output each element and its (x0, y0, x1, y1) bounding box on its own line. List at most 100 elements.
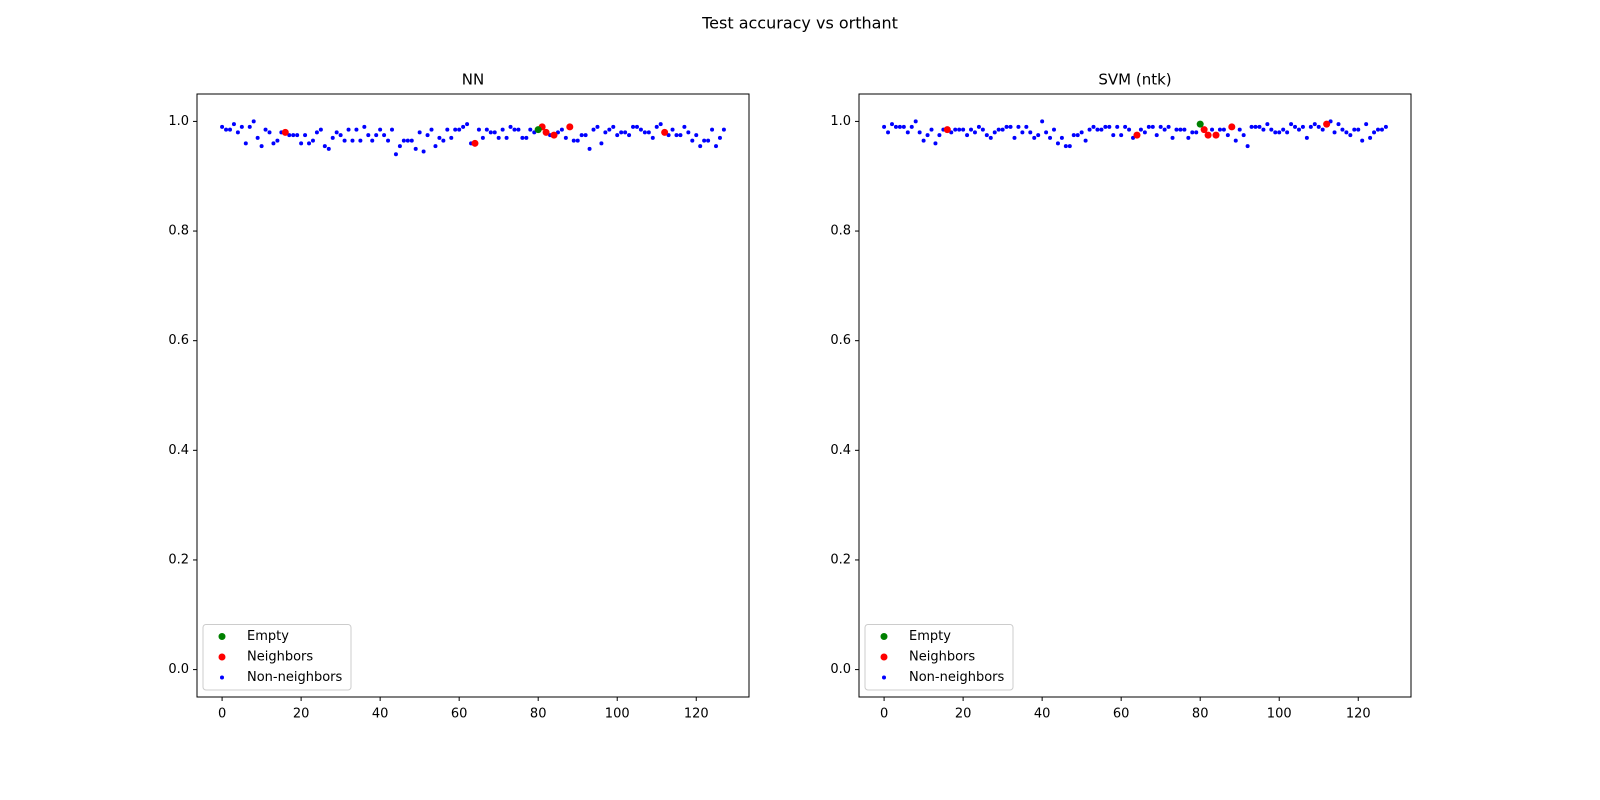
point (1032, 135, 1037, 140)
point (1245, 144, 1250, 149)
point (453, 127, 458, 132)
point (1304, 135, 1309, 140)
point (1095, 127, 1100, 132)
point (1376, 127, 1381, 132)
point (1269, 127, 1274, 132)
point (281, 128, 289, 136)
point (1048, 135, 1053, 140)
y-tick-label: 0.2 (830, 552, 851, 567)
legend-label: Non-neighbors (909, 670, 1004, 685)
point (267, 130, 272, 135)
point (441, 138, 446, 143)
legend-label: Non-neighbors (247, 670, 342, 685)
point (1150, 124, 1155, 129)
point (512, 127, 517, 132)
point (1356, 127, 1361, 132)
point (690, 138, 695, 143)
point (642, 130, 647, 135)
point (413, 146, 418, 151)
point (488, 130, 493, 135)
subplot-title: SVM (ntk) (1098, 71, 1171, 89)
point (1107, 124, 1112, 129)
point (1044, 130, 1049, 135)
y-tick-label: 0.8 (168, 224, 189, 239)
point (1332, 130, 1337, 135)
point (299, 141, 304, 146)
point (1055, 141, 1060, 146)
point (650, 135, 655, 140)
point (1012, 135, 1017, 140)
point (550, 131, 558, 139)
point (374, 133, 379, 138)
point (492, 130, 497, 135)
point (961, 127, 966, 132)
point (1000, 127, 1005, 132)
point (1036, 133, 1041, 138)
point (937, 133, 942, 138)
point (1233, 138, 1238, 143)
point (445, 127, 450, 132)
point (433, 144, 438, 149)
point (542, 128, 550, 136)
legend-label: Neighbors (247, 650, 313, 665)
point (1083, 138, 1088, 143)
point (382, 133, 387, 138)
point (370, 138, 375, 143)
y-tick-label: 0.4 (830, 443, 851, 458)
subplot: NN 0 20 40 60 80 100 120 0.0 0.2 0.4 0.6 0.8 1.0 Empty… (168, 71, 750, 722)
point (1071, 133, 1076, 138)
point (1194, 130, 1199, 135)
point (1261, 127, 1266, 132)
point (1368, 135, 1373, 140)
point (378, 127, 383, 132)
point (330, 135, 335, 140)
x-tick-label: 20 (955, 707, 972, 722)
x-tick-label: 80 (1192, 707, 1209, 722)
point (1257, 124, 1262, 129)
point (607, 127, 612, 132)
point (1075, 133, 1080, 138)
x-tick-label: 100 (605, 707, 630, 722)
point (1103, 124, 1108, 129)
point (1115, 124, 1120, 129)
point (1221, 127, 1226, 132)
legend-marker (218, 633, 226, 640)
point (1210, 127, 1215, 132)
point (227, 127, 232, 132)
point (882, 124, 887, 129)
point (1340, 127, 1345, 132)
point (654, 124, 659, 129)
point (1379, 127, 1384, 132)
point (1119, 133, 1124, 138)
point (1123, 124, 1128, 129)
point (1051, 127, 1056, 132)
point (615, 133, 620, 138)
point (984, 133, 989, 138)
point (386, 138, 391, 143)
point (996, 127, 1001, 132)
point (346, 127, 351, 132)
point (631, 124, 636, 129)
point (358, 138, 363, 143)
point (1091, 124, 1096, 129)
point (1241, 133, 1246, 138)
point (417, 130, 422, 135)
point (905, 130, 910, 135)
point (965, 133, 970, 138)
point (571, 138, 576, 143)
point (953, 127, 958, 132)
point (1024, 124, 1029, 129)
point (1099, 127, 1104, 132)
point (1277, 130, 1282, 135)
legend-marker (882, 675, 886, 680)
point (425, 133, 430, 138)
point (255, 135, 260, 140)
y-tick-label: 0.6 (830, 333, 851, 348)
point (929, 127, 934, 132)
point (575, 138, 580, 143)
point (534, 126, 542, 134)
point (362, 124, 367, 129)
point (1020, 130, 1025, 135)
point (599, 141, 604, 146)
x-tick-label: 120 (684, 707, 709, 722)
